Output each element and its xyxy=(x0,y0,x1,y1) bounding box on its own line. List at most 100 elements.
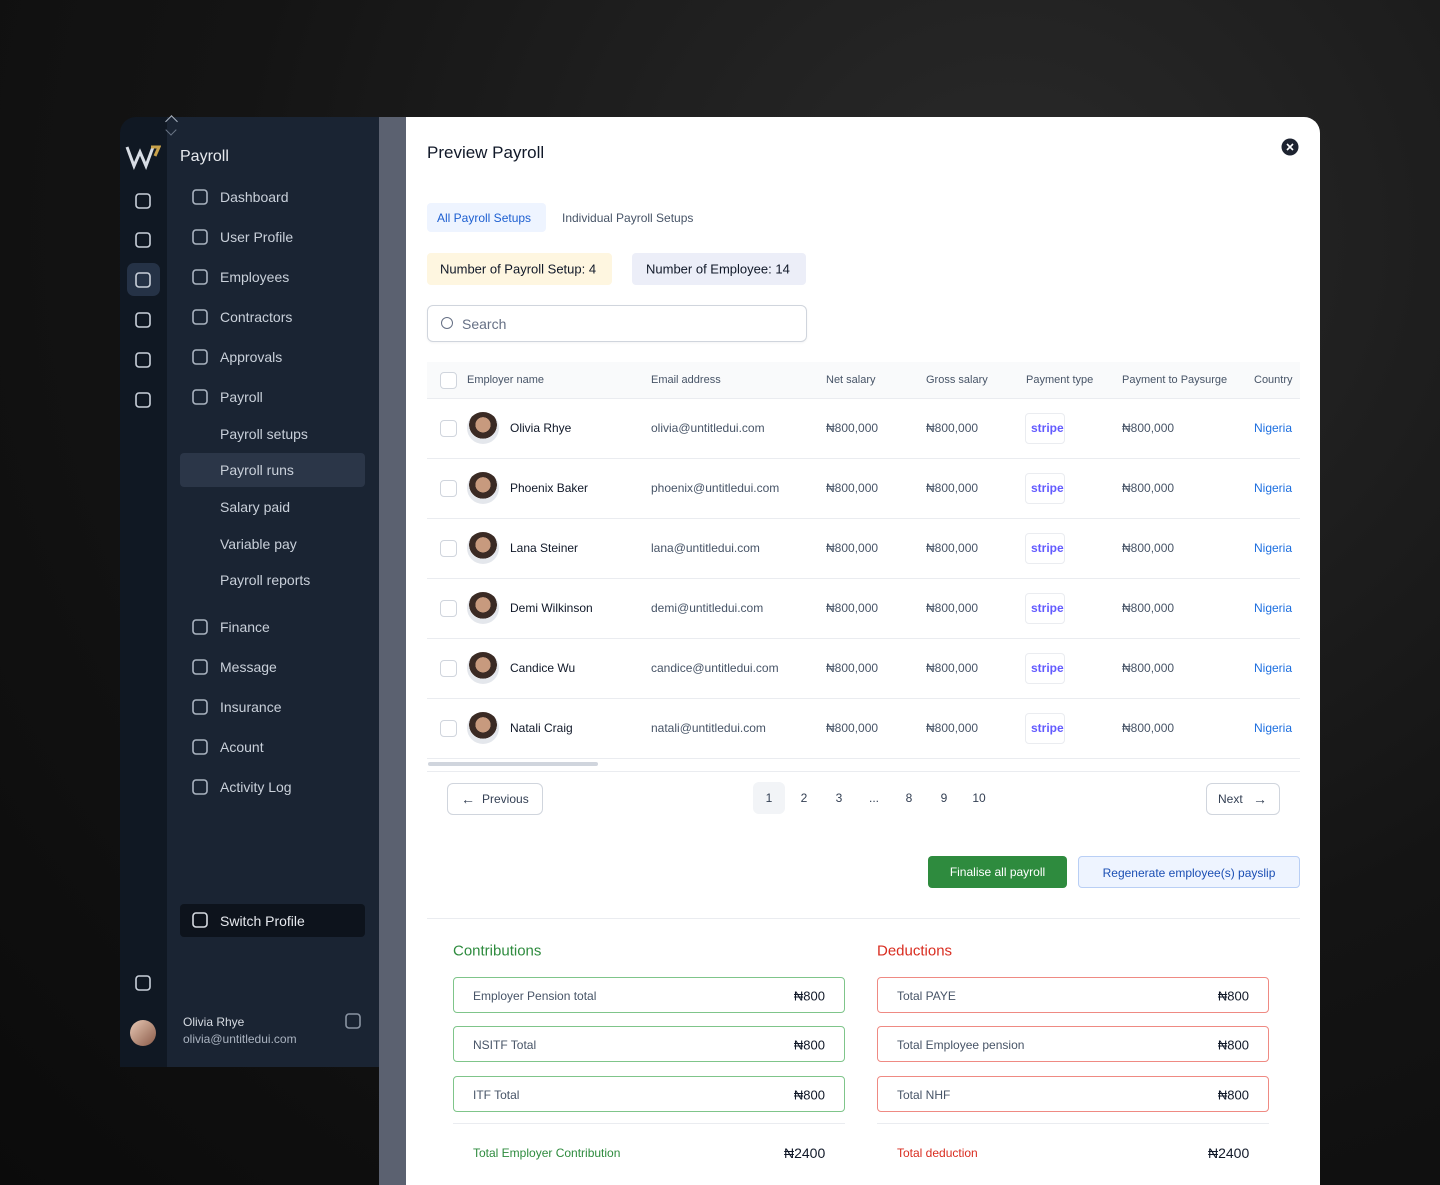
switch-profile-button[interactable]: Switch Profile xyxy=(180,904,365,937)
page-number[interactable]: 10 xyxy=(972,791,986,805)
summary-title: Contributions xyxy=(453,942,542,960)
payment-type: stripe xyxy=(1031,481,1064,495)
nav-item[interactable]: Contractors xyxy=(220,309,293,325)
column-header: Payment to Paysurge xyxy=(1122,374,1228,386)
nav-item[interactable]: Payroll xyxy=(220,389,263,405)
row-divider xyxy=(427,518,1300,519)
page-number[interactable]: 9 xyxy=(940,791,948,805)
search-input[interactable]: Search xyxy=(427,305,807,342)
search-placeholder: Search xyxy=(462,316,507,332)
nav-item[interactable]: Finance xyxy=(220,619,270,635)
avatar xyxy=(467,412,499,444)
icon xyxy=(192,229,208,245)
country[interactable]: Nigeria xyxy=(1254,541,1293,555)
nav-item[interactable]: Insurance xyxy=(220,699,282,715)
sidebar: Payroll Dashboard User Profile Employees Con… xyxy=(165,115,379,1067)
payment-badge xyxy=(1025,593,1065,624)
icon xyxy=(192,269,208,285)
badge xyxy=(632,253,806,285)
sub-nav-item[interactable]: Variable pay xyxy=(220,536,297,552)
checkbox[interactable] xyxy=(440,372,457,389)
checkbox[interactable] xyxy=(440,540,457,557)
country[interactable]: Nigeria xyxy=(1254,481,1293,495)
logo xyxy=(125,145,161,170)
chevron-down xyxy=(165,124,177,136)
user-name: Olivia Rhye xyxy=(183,1015,245,1029)
next-button[interactable]: Next → xyxy=(1206,783,1280,815)
nav-item[interactable]: Approvals xyxy=(220,349,283,365)
checkbox[interactable] xyxy=(440,480,457,497)
page-number[interactable]: 3 xyxy=(835,791,843,805)
checkbox[interactable] xyxy=(440,720,457,737)
country[interactable]: Nigeria xyxy=(1254,421,1293,435)
email: natali@untitledui.com xyxy=(651,721,766,735)
summary-label: Total PAYE xyxy=(897,989,956,1003)
sub-nav-item[interactable]: Payroll runs xyxy=(220,462,294,478)
column-header: Payment type xyxy=(1026,374,1094,386)
payment-type: stripe xyxy=(1031,721,1064,735)
previous-button[interactable]: ← Previous xyxy=(447,783,543,815)
close-button[interactable] xyxy=(1281,138,1299,156)
page-number[interactable]: 1 xyxy=(765,791,773,805)
net-salary: ₦800,000 xyxy=(826,541,879,555)
payment-badge xyxy=(1025,413,1065,444)
country[interactable]: Nigeria xyxy=(1254,721,1293,735)
total-label: Total deduction xyxy=(897,1146,978,1160)
page-number[interactable]: ... xyxy=(868,791,880,805)
divider xyxy=(427,918,1300,919)
icon xyxy=(135,272,151,288)
regenerate-button[interactable]: Regenerate employee(s) payslip xyxy=(1078,856,1300,888)
icon xyxy=(135,312,151,328)
summary-label: ITF Total xyxy=(473,1088,520,1102)
tab[interactable]: All Payroll Setups xyxy=(437,211,532,225)
icon xyxy=(192,739,208,755)
column-header: Email address xyxy=(651,374,721,386)
icon xyxy=(192,779,208,795)
finalise-label: Finalise all payroll xyxy=(949,865,1046,879)
regenerate-label: Regenerate employee(s) payslip xyxy=(1102,866,1276,880)
divider xyxy=(427,771,1300,772)
checkbox[interactable] xyxy=(440,420,457,437)
badge-text: Number of Payroll Setup: 4 xyxy=(440,261,597,277)
gross-salary: ₦800,000 xyxy=(926,481,979,495)
row-divider xyxy=(427,578,1300,579)
sub-nav-item[interactable]: Payroll setups xyxy=(220,426,308,442)
net-salary: ₦800,000 xyxy=(826,481,879,495)
country[interactable]: Nigeria xyxy=(1254,601,1293,615)
icon xyxy=(192,389,208,405)
nav-item[interactable]: Dashboard xyxy=(220,189,289,205)
total-value: ₦2400 xyxy=(1208,1145,1250,1161)
nav-item[interactable]: Employees xyxy=(220,269,290,285)
sub-nav-item[interactable]: Payroll reports xyxy=(220,572,311,588)
icon xyxy=(192,659,208,675)
net-salary: ₦800,000 xyxy=(826,421,879,435)
page-number[interactable]: 2 xyxy=(800,791,808,805)
section-title: Payroll xyxy=(180,148,229,165)
email: olivia@untitledui.com xyxy=(651,421,765,435)
gross-salary: ₦800,000 xyxy=(926,661,979,675)
user-email: olivia@untitledui.com xyxy=(183,1032,297,1046)
net-salary: ₦800,000 xyxy=(826,601,879,615)
payment-type: stripe xyxy=(1031,421,1064,435)
payment-type: stripe xyxy=(1031,661,1064,675)
nav-item[interactable]: User Profile xyxy=(220,229,294,245)
nav-item[interactable]: Message xyxy=(220,659,277,675)
summary-value: ₦800 xyxy=(1217,988,1249,1004)
country[interactable]: Nigeria xyxy=(1254,661,1293,675)
arrow-right: → xyxy=(1253,791,1267,807)
tab[interactable]: Individual Payroll Setups xyxy=(562,211,694,225)
page-number[interactable]: 8 xyxy=(905,791,913,805)
payment-badge xyxy=(1025,533,1065,564)
nav-item[interactable]: Acount xyxy=(220,739,264,755)
finalise-button[interactable]: Finalise all payroll xyxy=(928,856,1067,888)
checkbox[interactable] xyxy=(440,660,457,677)
employee-name: Phoenix Baker xyxy=(510,481,589,495)
checkbox[interactable] xyxy=(440,600,457,617)
column-header: Gross salary xyxy=(926,374,988,386)
sub-nav-item[interactable]: Salary paid xyxy=(220,499,291,515)
net-salary: ₦800,000 xyxy=(826,721,879,735)
icon xyxy=(192,619,208,635)
summary-item: Employer Pension total ₦800 xyxy=(453,977,845,1013)
badge xyxy=(427,253,612,285)
nav-item[interactable]: Activity Log xyxy=(220,779,292,795)
